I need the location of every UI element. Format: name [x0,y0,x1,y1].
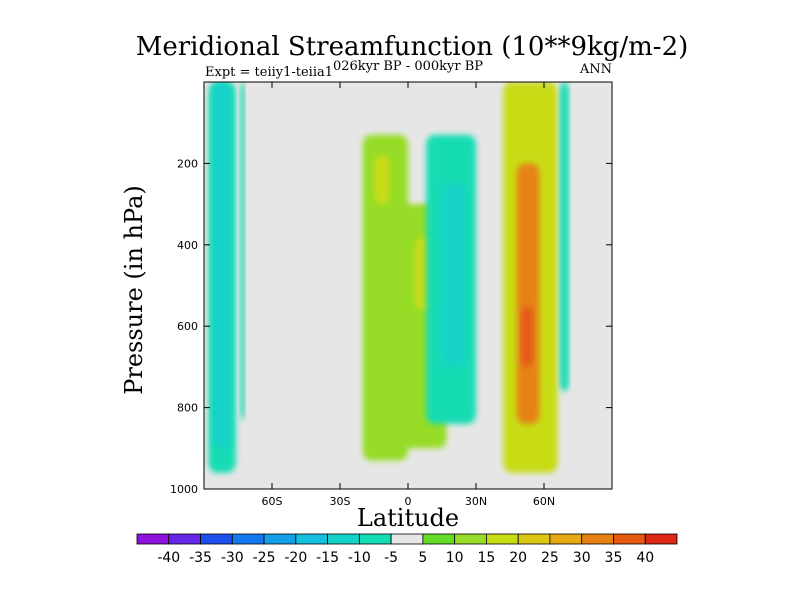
colorbar-swatch [168,533,201,545]
colorbar-label: -30 [221,550,244,566]
colorbar-label: 5 [418,550,427,566]
colorbar-label: -25 [253,550,276,566]
x-tick-label: 60S [262,495,283,508]
colorbar-label: -20 [284,550,307,566]
y-tick-label: 400 [177,239,198,252]
contour-region-nh-midlat-positive-core [516,163,540,424]
contour-regions [208,82,569,473]
contour-region-tropical-positive-sh-core [374,155,390,205]
colorbar-swatch [613,533,646,545]
contour-region-sh-polar-negative-strip [240,82,245,420]
colorbar-label: 20 [509,550,527,566]
colorbar-swatch [358,533,392,545]
colorbar-label: -15 [316,550,339,566]
x-tick-label: 60N [533,495,555,508]
contour-region-sh-polar-negative-core [213,82,232,449]
colorbar-swatch [644,533,678,545]
colorbar-label: -10 [348,550,371,566]
colorbar-swatch [581,533,614,545]
colorbar-swatch [486,533,519,545]
colorbar-swatch [200,533,233,545]
colorbar-swatch [327,533,360,545]
colorbar-swatch [517,533,551,545]
colorbar-swatch [231,533,265,545]
colorbar-swatch [454,533,487,545]
colorbar-swatch [422,533,456,545]
colorbar-label: 35 [605,550,623,566]
chart-subtitle-right: ANN [579,62,612,77]
colorbar-swatch [295,533,328,545]
colorbar-label: 10 [446,550,464,566]
colorbar: -40 -35 -30 -25 -20 -15 -10 -5 5 10 15 20 25 30 35 40 [136,533,678,566]
colorbar-label: 30 [573,550,591,566]
y-tick-label: 1000 [170,483,198,496]
colorbar-swatch [390,533,424,545]
chart-subtitle-left: Expt = teiiy1-teiia1 [205,65,333,80]
x-tick-label: 30N [465,495,487,508]
y-tick-label: 600 [177,320,198,333]
colorbar-swatch [549,533,583,545]
chart-title: Meridional Streamfunction (10**9kg/m-2) [136,32,689,62]
contour-region-nh-midlat-positive-peak [521,305,533,367]
colorbar-label: -5 [384,550,398,566]
colorbar-swatch [263,533,297,545]
x-axis: 60S 30S 0 30N 60N [262,82,555,508]
y-axis-label: Pressure (in hPa) [120,185,148,395]
chart-subtitle-center: 026kyr BP - 000kyr BP [333,59,483,74]
contour-region-nh-subtropical-negative-core [442,183,465,367]
colorbar-label: -40 [157,550,180,566]
colorbar-label: 15 [477,550,495,566]
y-tick-label: 800 [177,402,198,415]
colorbar-label: -35 [189,550,212,566]
colorbar-label: 40 [636,550,654,566]
contour-region-nh-polar-negative [559,82,569,392]
colorbar-swatch [136,533,170,545]
y-tick-label: 200 [177,157,198,170]
x-axis-label: Latitude [357,504,459,532]
colorbar-label: 25 [541,550,559,566]
x-tick-label: 30S [330,495,351,508]
x-tick-label: 0 [405,495,412,508]
y-axis: 200 400 600 800 1000 [170,157,612,496]
